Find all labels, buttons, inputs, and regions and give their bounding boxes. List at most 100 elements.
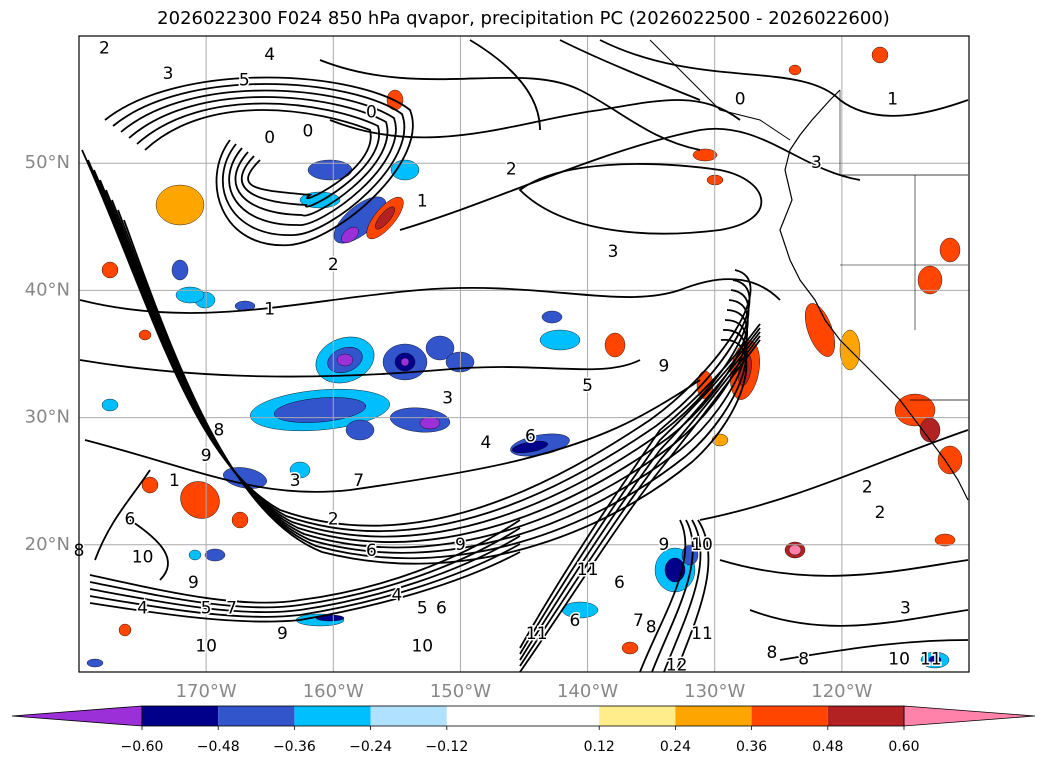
precip-blob (180, 481, 220, 519)
contour-label: 0 (264, 128, 275, 148)
precip-blob (934, 533, 956, 547)
contour-line (663, 519, 702, 673)
latitude-labels: 50°N 40°N 30°N 20°N (25, 152, 70, 555)
contour-line (599, 39, 969, 117)
contour-label: 8 (646, 617, 657, 637)
colorbar-tick-label: 0.60 (888, 739, 919, 755)
contour-line (144, 109, 372, 200)
precip-blob (273, 397, 367, 423)
contour-line (719, 559, 969, 577)
colorbar: −0.60 −0.48 −0.36 −0.24 −0.12 0.12 0.24 0.36 0.4… (11, 705, 1036, 755)
contour-label: 2 (875, 503, 886, 523)
precip-blob (155, 184, 205, 226)
contour-label: 4 (391, 586, 402, 606)
contour-label: 11 (577, 560, 599, 580)
contour-line (104, 76, 414, 246)
contour-line (89, 551, 521, 623)
contour-line (519, 323, 761, 649)
colorbar-segment (599, 706, 676, 726)
precip-blob (539, 329, 581, 351)
colorbar-segment (370, 706, 447, 726)
map-frame (78, 35, 970, 673)
lon-label: 160°W (303, 681, 364, 702)
lat-label: 40°N (25, 279, 70, 300)
precip-blob (345, 419, 375, 441)
lon-label: 120°W (811, 681, 872, 702)
precip-blob (788, 544, 802, 556)
contour-label: 1 (887, 90, 898, 110)
precip-blob (101, 398, 119, 412)
precip-blob (788, 64, 802, 76)
colorbar-tick-label: 0.12 (584, 739, 615, 755)
precip-blob (223, 467, 267, 489)
contour-line (84, 379, 701, 493)
contour-label: 2 (99, 39, 110, 59)
contour-label: 0 (302, 121, 313, 141)
precip-blob (939, 237, 961, 263)
contour-label: 11 (691, 624, 713, 644)
precip-blob (512, 440, 548, 454)
contour-line (120, 89, 397, 226)
contour-line (779, 639, 969, 661)
contour-label: 7 (633, 611, 644, 631)
precip-blob (928, 655, 942, 665)
colorbar-tick-label: 0.24 (660, 739, 691, 755)
precip-blob (871, 46, 889, 64)
contour-label: 6 (525, 427, 536, 447)
contour-label: 3 (900, 598, 911, 618)
lat-label: 50°N (25, 152, 70, 173)
coastline (649, 39, 969, 501)
contour-label: 6 (124, 509, 135, 529)
precip-blob (621, 641, 639, 655)
precip-blob (389, 407, 451, 433)
precip-blob (604, 332, 626, 358)
contour-label: 9 (277, 624, 288, 644)
contour-line (651, 519, 694, 673)
colorbar-segment (675, 706, 752, 726)
precip-blob (692, 148, 718, 162)
contour-label: 10 (691, 535, 713, 555)
contour-line (519, 335, 761, 667)
contour-label: 10 (195, 637, 217, 657)
contour-label: 3 (163, 64, 174, 84)
contour-line (89, 527, 521, 609)
contour-label: 9 (455, 535, 466, 555)
contour-label: 0 (366, 102, 377, 122)
precip-blob (341, 226, 359, 244)
contour-line (749, 609, 969, 627)
contour-label: 1 (264, 299, 275, 319)
contour-line (675, 519, 710, 673)
colorbar-tick-label: −0.60 (121, 739, 164, 755)
contour-label: 4 (137, 598, 148, 618)
precip-blob (231, 511, 249, 529)
contour-label: 12 (666, 656, 688, 676)
contour-label: 3 (811, 153, 822, 173)
precip-blob (400, 357, 410, 367)
contour-label: 10 (411, 637, 433, 657)
colorbar-tick-label: 0.36 (736, 739, 767, 755)
contour-label: 1 (169, 471, 180, 491)
colorbar-segment (218, 706, 295, 726)
qvapor-contours (79, 39, 969, 673)
contour-line (87, 159, 751, 532)
colorbar-outline (141, 705, 905, 727)
coastline-west-na (779, 89, 969, 501)
contour-label: 9 (201, 446, 212, 466)
colorbar-extend-low (11, 705, 143, 727)
precip-blob (390, 159, 420, 181)
precip-fill-layer (86, 46, 963, 669)
contour-line (89, 535, 521, 614)
contour-line (79, 278, 781, 314)
precip-blob (171, 259, 189, 281)
precip-blob (118, 623, 132, 637)
contour-label: 3 (442, 389, 453, 409)
coastline-alaska (649, 39, 791, 141)
contour-label: 11 (920, 649, 942, 669)
contour-label: 2 (862, 478, 873, 498)
precip-blob (204, 548, 226, 562)
precip-blob (141, 476, 159, 494)
contour-label: 7 (226, 598, 237, 618)
precip-blob (336, 353, 354, 367)
colorbar-tick-label: 0.48 (812, 739, 843, 755)
